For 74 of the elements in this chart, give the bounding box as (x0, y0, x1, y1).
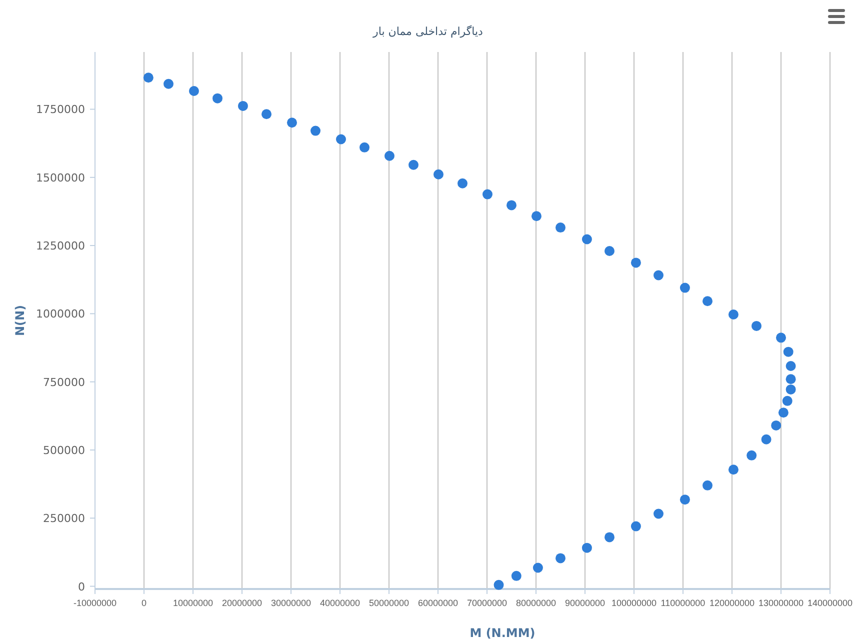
point (360, 142, 370, 152)
point (786, 384, 796, 394)
x-tick-label: 20000000 (222, 598, 262, 608)
x-tick-label: 40000000 (320, 598, 360, 608)
point (702, 296, 712, 306)
x-tick-label: 110000000 (660, 598, 706, 608)
x-tick-label: 0 (141, 598, 147, 608)
point (164, 78, 174, 89)
point (433, 169, 444, 180)
point (532, 562, 543, 573)
y-tick-label: 1750000 (36, 103, 85, 116)
x-tick-label: 70000000 (466, 598, 508, 608)
point (582, 234, 592, 244)
point (188, 86, 199, 96)
x-tick-label: 10000000 (172, 598, 214, 608)
point (702, 480, 712, 490)
x-axis-title: M (N.MM) (470, 626, 536, 640)
point (556, 553, 566, 564)
point (511, 570, 522, 581)
point (238, 100, 248, 111)
point (482, 189, 492, 200)
y-axis-title: N(N) (13, 304, 27, 336)
y-tick-label: 0 (78, 580, 85, 594)
point (771, 420, 782, 430)
x-tick-label: 120000000 (709, 598, 755, 608)
point (604, 246, 614, 256)
x-tick-label: -10000000 (73, 598, 117, 608)
point (630, 521, 641, 532)
point (654, 508, 664, 519)
chart-title: دیاگرام تداخلی ممان بار (372, 25, 484, 38)
y-tick-label: 1250000 (36, 240, 85, 253)
point (752, 320, 762, 331)
point (783, 346, 794, 357)
point (786, 374, 796, 384)
point (782, 396, 792, 406)
point (556, 222, 566, 233)
point (506, 200, 516, 210)
point (582, 542, 592, 553)
point (494, 580, 504, 590)
point (458, 178, 468, 188)
x-tick-label: 130000000 (758, 598, 804, 608)
x-tick-label: 30000000 (270, 598, 312, 608)
point (776, 332, 786, 343)
x-tick-label: 80000000 (516, 598, 556, 608)
x-tick-label: 140000000 (807, 598, 853, 608)
y-tick-label: 750000 (43, 376, 85, 389)
y-tick-label: 1500000 (36, 171, 85, 184)
point (262, 109, 272, 120)
point (654, 270, 664, 280)
x-tick-label: 60000000 (418, 598, 458, 608)
x-tick-label: 90000000 (564, 598, 606, 608)
point (728, 464, 738, 475)
point (728, 310, 738, 320)
point (680, 282, 690, 293)
point (746, 450, 757, 460)
point (778, 408, 788, 418)
y-tick-label: 1000000 (36, 308, 85, 321)
x-tick-label: 100000000 (611, 598, 657, 608)
point (286, 118, 297, 128)
point (604, 532, 614, 542)
point (531, 211, 542, 222)
point (310, 126, 320, 136)
point (212, 93, 222, 104)
x-tick-label: 50000000 (368, 598, 410, 608)
y-tick-label: 250000 (43, 512, 85, 526)
point (786, 361, 796, 372)
point (761, 434, 772, 444)
point (336, 134, 346, 144)
point (384, 150, 394, 161)
point (408, 160, 418, 170)
point (143, 72, 154, 83)
point (680, 494, 690, 505)
point (630, 258, 641, 268)
y-tick-label: 500000 (43, 444, 85, 457)
